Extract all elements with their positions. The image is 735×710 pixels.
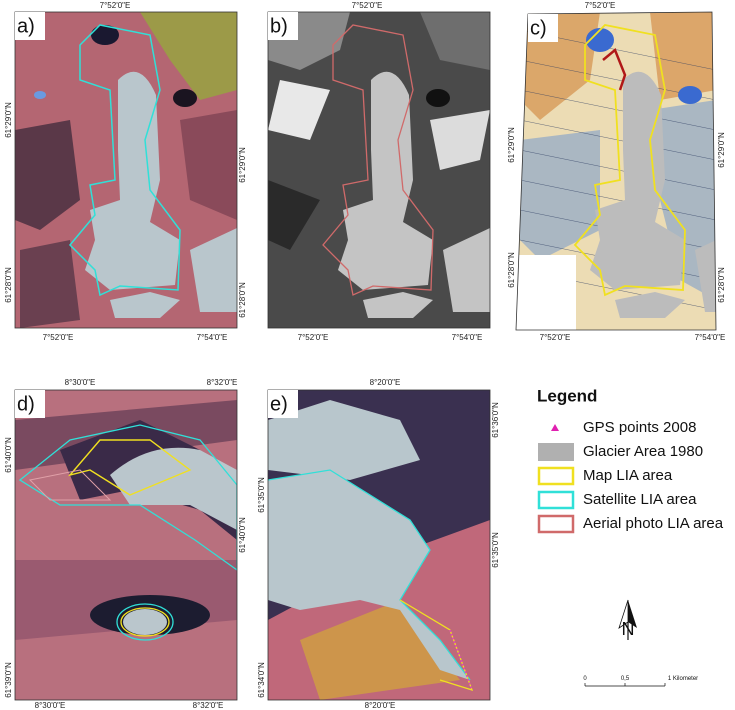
coordinate-label: 8°30'0"E — [65, 378, 96, 387]
north-label: N — [622, 619, 635, 639]
coordinate-label: 61°29'0"N — [4, 102, 13, 138]
panel-label: c) — [530, 17, 547, 39]
legend-label: Map LIA area — [583, 467, 673, 484]
panel-a-map — [15, 12, 237, 328]
coordinate-label: 61°40'0"N — [4, 437, 13, 473]
coordinate-label: 7°54'0"E — [695, 333, 726, 342]
panel-b-map — [268, 12, 490, 328]
panel-label: e) — [270, 393, 288, 415]
coordinate-label: 8°20'0"E — [370, 378, 401, 387]
coordinate-label: 61°28'0"N — [507, 252, 516, 288]
scale-label: 1 Kilometer — [668, 676, 698, 682]
legend-label: GPS points 2008 — [583, 419, 696, 436]
panel-c-map — [510, 12, 735, 335]
legend-symbol — [538, 443, 574, 461]
legend-label: Aerial photo LIA area — [583, 515, 724, 532]
coordinate-label: 8°32'0"E — [207, 378, 238, 387]
legend-title: Legend — [537, 386, 597, 405]
coordinate-label: 7°52'0"E — [100, 1, 131, 10]
coordinate-label: 8°20'0"E — [365, 701, 396, 710]
coordinate-label: 7°54'0"E — [452, 333, 483, 342]
coordinate-label: 61°36'0"N — [491, 402, 500, 438]
legend-symbol — [539, 468, 573, 484]
coordinate-label: 7°52'0"E — [43, 333, 74, 342]
legend-symbol — [539, 516, 573, 532]
coordinate-label: 8°32'0"E — [193, 701, 224, 710]
scale-label: 0 — [583, 676, 587, 682]
coordinate-label: 61°28'0"N — [238, 282, 247, 318]
coordinate-label: 7°52'0"E — [298, 333, 329, 342]
coordinate-label: 8°30'0"E — [35, 701, 66, 710]
scale-bar — [585, 683, 665, 686]
panel-label: a) — [17, 15, 35, 37]
coordinate-label: 7°52'0"E — [585, 1, 616, 10]
coordinate-label: 7°52'0"E — [352, 1, 383, 10]
coordinate-label: 61°29'0"N — [238, 147, 247, 183]
panel-e-map — [268, 390, 490, 700]
coordinate-label: 7°54'0"E — [197, 333, 228, 342]
coordinate-label: 61°40'0"N — [238, 517, 247, 553]
legend-label: Satellite LIA area — [583, 491, 697, 508]
panel-label: b) — [270, 15, 288, 37]
coordinate-label: 61°34'0"N — [257, 662, 266, 698]
scale-label: 0,5 — [621, 676, 630, 682]
coordinate-label: 61°35'0"N — [257, 477, 266, 513]
figure: a) 7°52'0"E 61°29'0"N 61°28'0"N 61°29'0"N 61°… — [0, 0, 735, 710]
legend-symbol — [551, 424, 559, 431]
legend-symbol — [539, 492, 573, 508]
coordinate-label: 61°35'0"N — [491, 532, 500, 568]
coordinate-label: 7°52'0"E — [540, 333, 571, 342]
coordinate-label: 61°28'0"N — [4, 267, 13, 303]
coordinate-label: 61°39'0"N — [4, 662, 13, 698]
coordinate-label: 61°29'0"N — [507, 127, 516, 163]
panel-d-map — [15, 390, 237, 700]
legend-label: Glacier Area 1980 — [583, 443, 703, 460]
coordinate-label: 61°28'0"N — [717, 267, 726, 303]
coordinate-label: 61°29'0"N — [717, 132, 726, 168]
panel-label: d) — [17, 393, 35, 415]
